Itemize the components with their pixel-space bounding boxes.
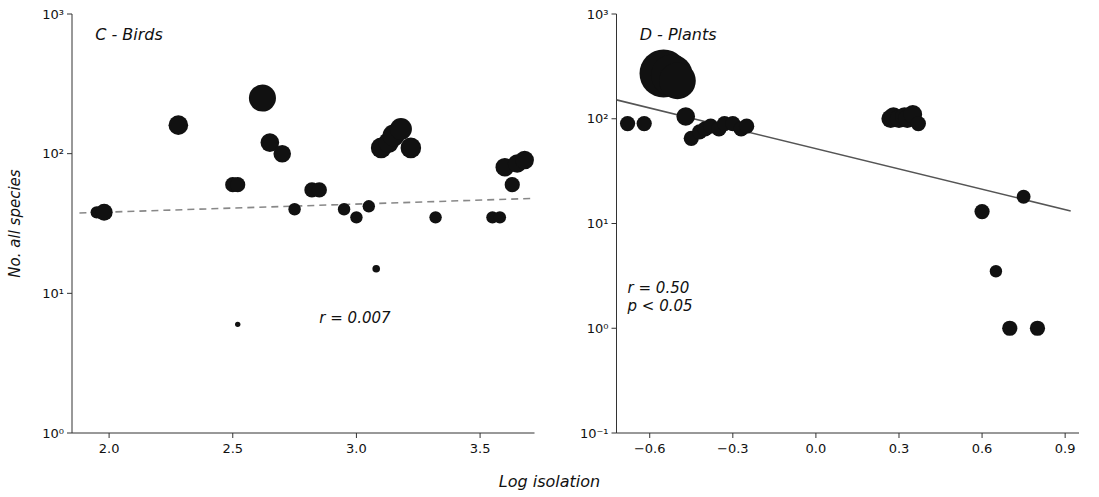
x-tick bbox=[109, 433, 110, 438]
y-tick bbox=[67, 293, 72, 294]
y-tick-label: 10⁻¹ bbox=[580, 426, 609, 441]
point bbox=[676, 107, 695, 126]
point bbox=[990, 265, 1002, 277]
x-tick bbox=[1065, 433, 1066, 438]
point bbox=[363, 200, 375, 212]
x-tick-label: −0.6 bbox=[634, 441, 666, 456]
point bbox=[235, 322, 240, 327]
x-tick-label: 0.9 bbox=[1055, 441, 1076, 456]
point bbox=[169, 115, 189, 135]
y-tick-label: 10¹ bbox=[42, 286, 64, 301]
x-tick-label: 0.3 bbox=[889, 441, 910, 456]
x-tick bbox=[232, 433, 233, 438]
annotation: r = 0.007 bbox=[319, 309, 391, 327]
point bbox=[338, 203, 350, 215]
point bbox=[288, 203, 300, 215]
point bbox=[494, 211, 506, 223]
point bbox=[1017, 190, 1031, 204]
y-tick bbox=[67, 14, 72, 15]
x-tick bbox=[356, 433, 357, 438]
data-area bbox=[617, 50, 1071, 336]
data-area bbox=[79, 85, 534, 327]
x-axis bbox=[72, 433, 535, 434]
panel: −0.6 −0.3 0.0 0.3 0.6 0.9 10⁻¹ 10⁰ 10¹ 10² 10³ D - … bbox=[580, 7, 1079, 457]
point bbox=[350, 211, 362, 223]
y-axis-label: No. all species bbox=[6, 169, 24, 277]
y-tick bbox=[612, 328, 617, 329]
x-tick bbox=[898, 433, 899, 438]
point bbox=[974, 204, 989, 219]
y-tick-label: 10³ bbox=[587, 7, 609, 22]
x-tick-label: 3.5 bbox=[470, 441, 491, 456]
x-tick bbox=[480, 433, 481, 438]
x-tick bbox=[649, 433, 650, 438]
y-tick-label: 10² bbox=[587, 111, 609, 126]
annotation: r = 0.50p < 0.05 bbox=[627, 279, 693, 315]
point bbox=[515, 151, 534, 170]
point bbox=[273, 145, 291, 163]
point bbox=[312, 182, 327, 197]
point bbox=[505, 177, 520, 192]
point bbox=[96, 204, 113, 221]
x-axis-label: Log isolation bbox=[499, 472, 600, 491]
regression-line bbox=[617, 100, 1071, 211]
x-tick bbox=[982, 433, 983, 438]
point bbox=[1030, 321, 1045, 336]
point bbox=[401, 138, 422, 159]
panel-title: C - Birds bbox=[95, 25, 163, 44]
point bbox=[429, 211, 441, 223]
point bbox=[390, 118, 412, 140]
point bbox=[911, 116, 926, 131]
point bbox=[1002, 321, 1017, 336]
y-tick bbox=[612, 433, 617, 434]
x-tick-label: 2.5 bbox=[222, 441, 243, 456]
y-tick-label: 10³ bbox=[42, 7, 64, 22]
x-tick bbox=[732, 433, 733, 438]
point bbox=[372, 265, 380, 273]
panel: 2.0 2.5 3.0 3.5 10⁰ 10¹ 10² 10³ C - Birds r = 0.0… bbox=[6, 7, 535, 457]
regression-line bbox=[79, 198, 534, 213]
background bbox=[0, 0, 1099, 497]
annotation-line: r = 0.50 bbox=[628, 279, 690, 297]
annotation-line: r = 0.007 bbox=[319, 309, 391, 327]
x-tick-label: 2.0 bbox=[99, 441, 120, 456]
point bbox=[637, 116, 652, 131]
x-tick-label: −0.3 bbox=[717, 441, 749, 456]
figure: 2.0 2.5 3.0 3.5 10⁰ 10¹ 10² 10³ C - Birds r = 0.0… bbox=[0, 0, 1099, 497]
panel-title: D - Plants bbox=[640, 25, 717, 44]
x-tick-label: 3.0 bbox=[346, 441, 367, 456]
y-tick-label: 10⁰ bbox=[42, 426, 64, 441]
x-tick-label: 0.0 bbox=[806, 441, 827, 456]
x-tick-label: 0.6 bbox=[972, 441, 993, 456]
y-tick bbox=[612, 118, 617, 119]
annotation-line: p < 0.05 bbox=[627, 297, 693, 315]
point bbox=[249, 85, 276, 112]
y-tick bbox=[612, 223, 617, 224]
y-tick-label: 10¹ bbox=[587, 216, 609, 231]
y-axis bbox=[72, 14, 73, 433]
y-tick bbox=[612, 14, 617, 15]
point bbox=[620, 116, 635, 131]
point bbox=[230, 177, 245, 192]
x-axis bbox=[617, 433, 1080, 434]
x-tick bbox=[815, 433, 816, 438]
y-tick-label: 10⁰ bbox=[587, 321, 609, 336]
point bbox=[739, 119, 754, 134]
y-tick-label: 10² bbox=[42, 146, 64, 161]
point bbox=[659, 62, 696, 99]
y-tick bbox=[67, 433, 72, 434]
y-tick bbox=[67, 153, 72, 154]
